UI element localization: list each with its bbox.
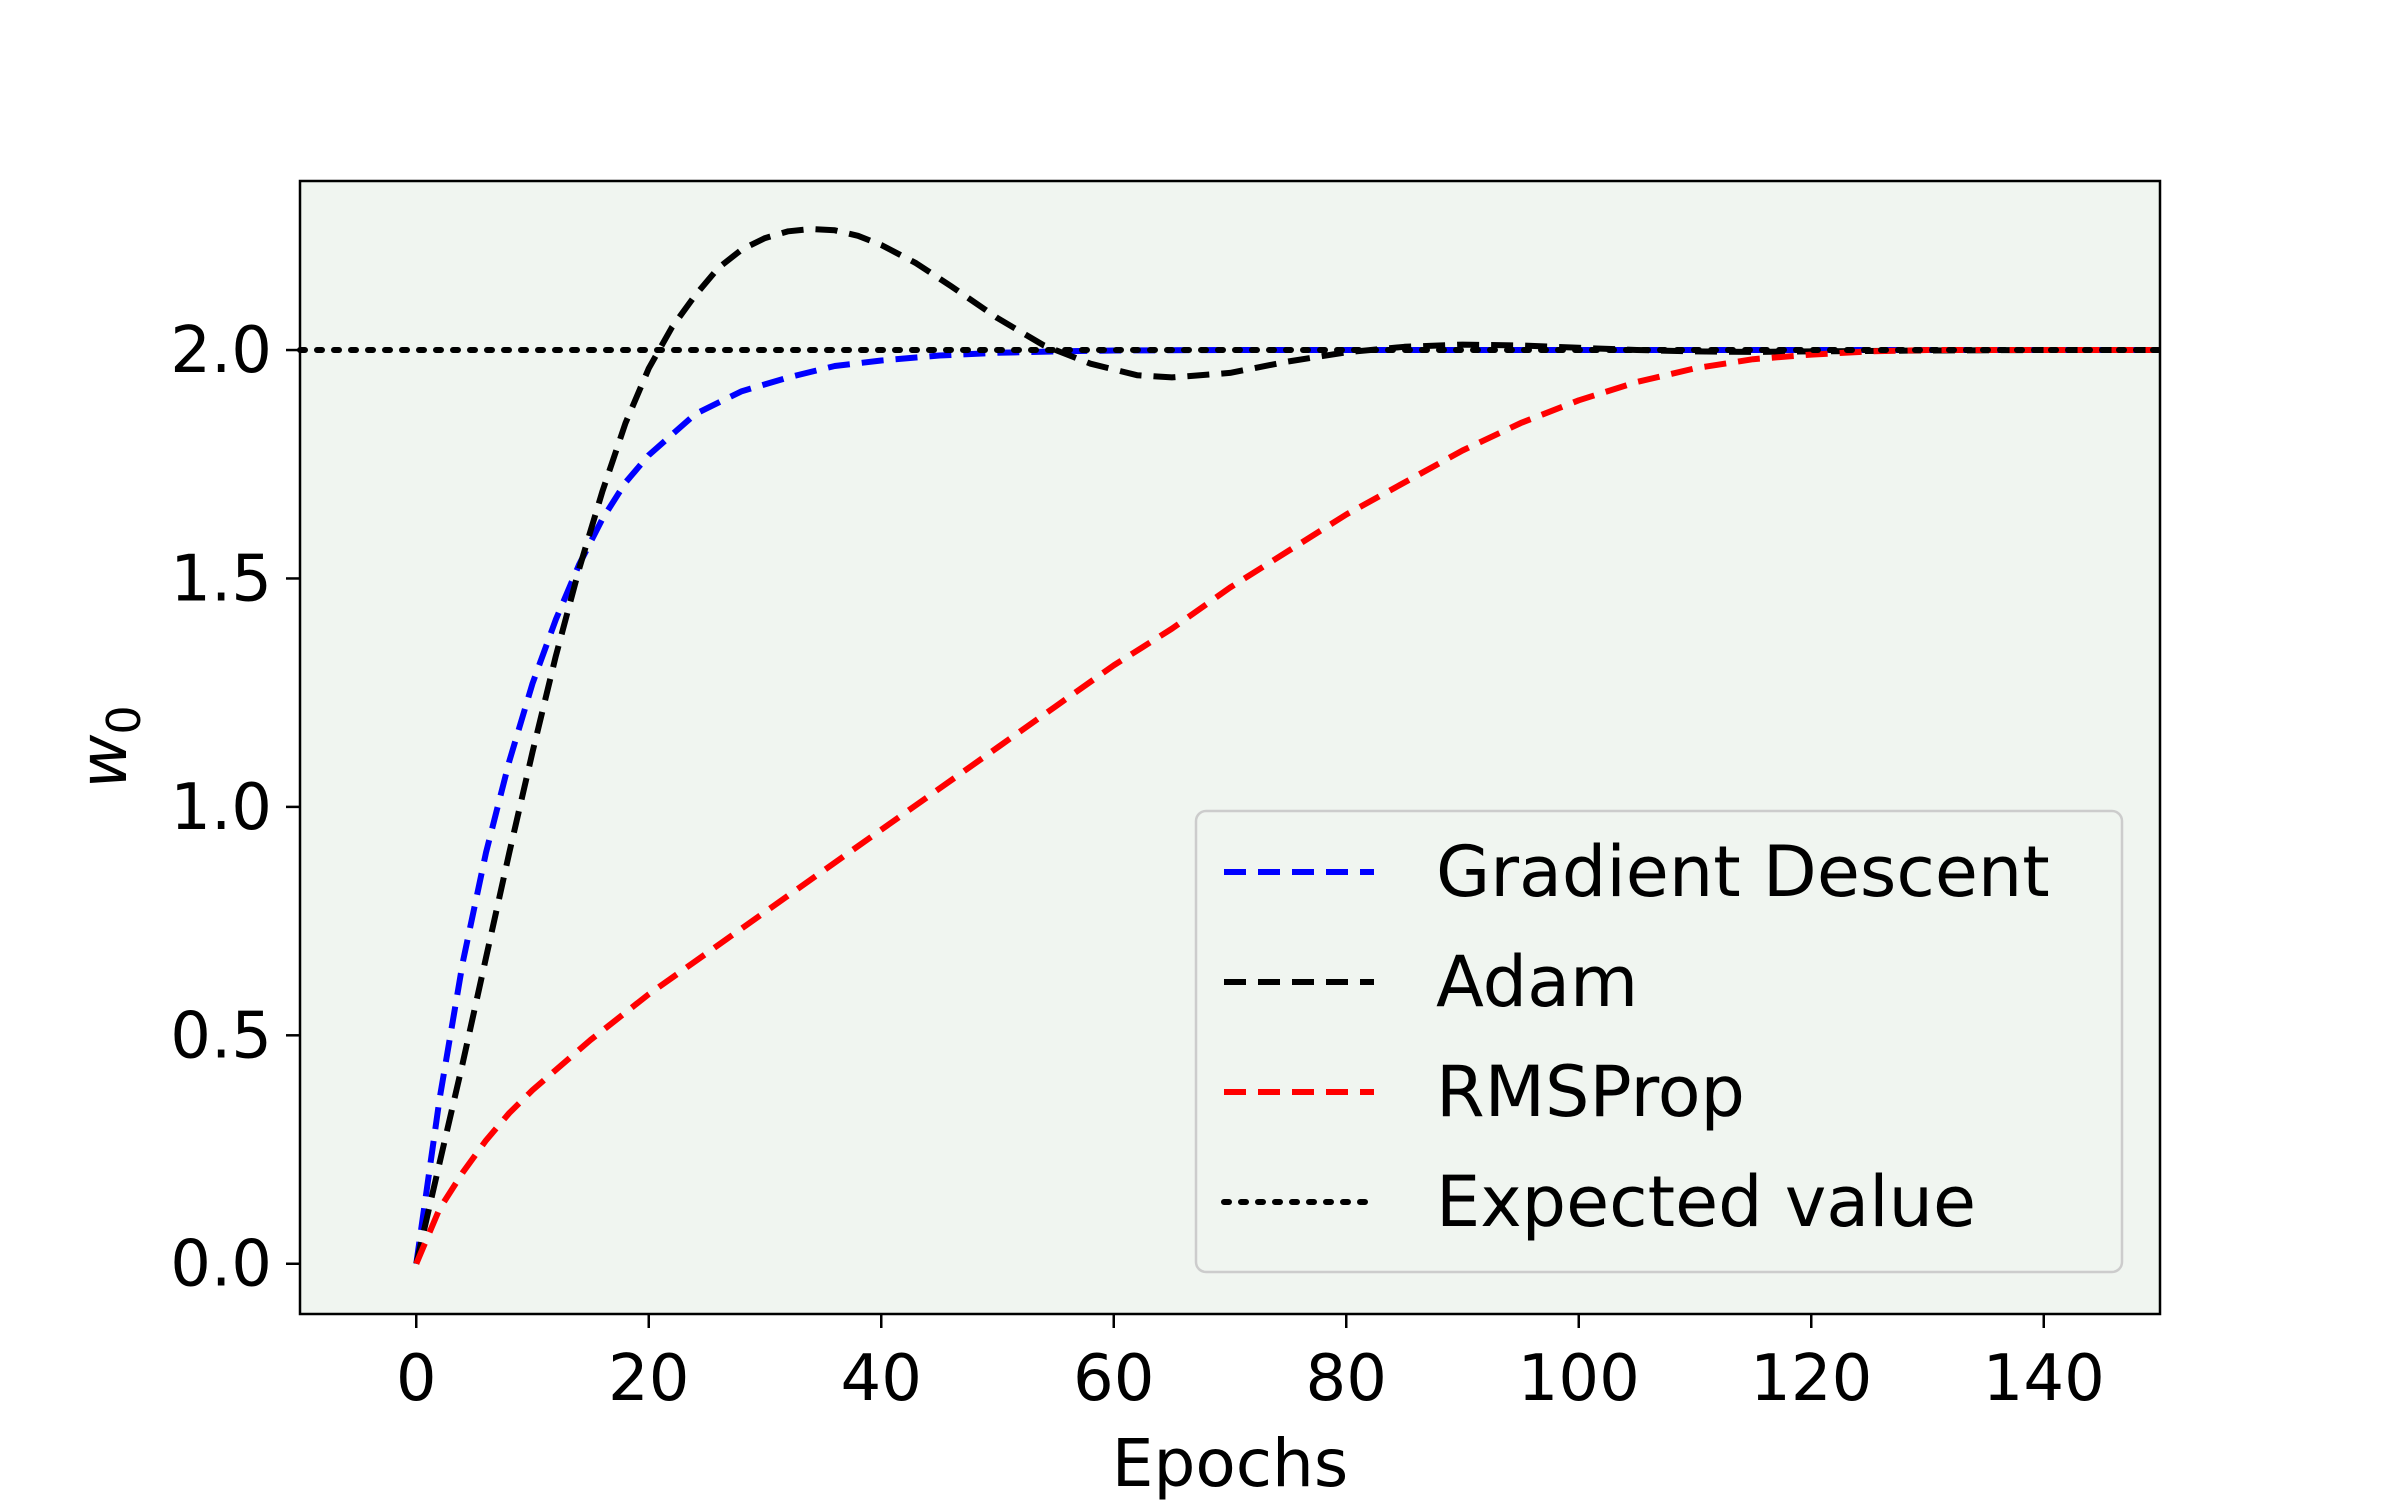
x-axis-ticks: 0 20 40 60 80 100 120 140 [396, 1314, 2105, 1416]
series-layer [297, 226, 2163, 1265]
legend-label-rmsprop: RMSProp [1436, 1051, 1745, 1133]
y-tick-label: 1.0 [170, 771, 272, 845]
series-line-adam [413, 226, 2160, 1265]
y-axis-ticks: 0.0 0.5 1.0 1.5 2.0 [170, 314, 300, 1302]
y-axis-label: w0 [65, 705, 151, 788]
y-axis-label-main: w [65, 734, 142, 789]
y-tick-label: 0.5 [170, 999, 272, 1073]
y-tick-label: 2.0 [170, 314, 272, 388]
x-tick-label: 100 [1518, 1342, 1640, 1416]
x-tick-label: 80 [1306, 1342, 1387, 1416]
plot-frame [298, 179, 2162, 1316]
legend-label-gradient-descent: Gradient Descent [1436, 831, 2050, 913]
legend-label-adam: Adam [1436, 941, 1638, 1023]
x-tick-label: 40 [841, 1342, 922, 1416]
x-axis-label: Epochs [1112, 1425, 1348, 1500]
legend-box [1194, 809, 2124, 1274]
y-tick-label: 1.5 [170, 542, 272, 616]
x-tick-label: 140 [1983, 1342, 2105, 1416]
legend-entries: Gradient Descent Adam RMSProp Expected valu… [1221, 831, 2050, 1243]
series-line-gradient-descent [413, 347, 2160, 1265]
y-axis-label-subscript: 0 [97, 705, 151, 734]
y-tick-label: 0.0 [170, 1228, 272, 1302]
x-tick-label: 0 [396, 1342, 437, 1416]
x-tick-label: 60 [1073, 1342, 1154, 1416]
series-line-rmsprop [413, 347, 2160, 1265]
legend-label-expected-value: Expected value [1436, 1161, 1976, 1243]
x-tick-label: 120 [1750, 1342, 1872, 1416]
x-tick-label: 20 [608, 1342, 689, 1416]
legend: Gradient Descent Adam RMSProp Expected valu… [1194, 809, 2124, 1274]
